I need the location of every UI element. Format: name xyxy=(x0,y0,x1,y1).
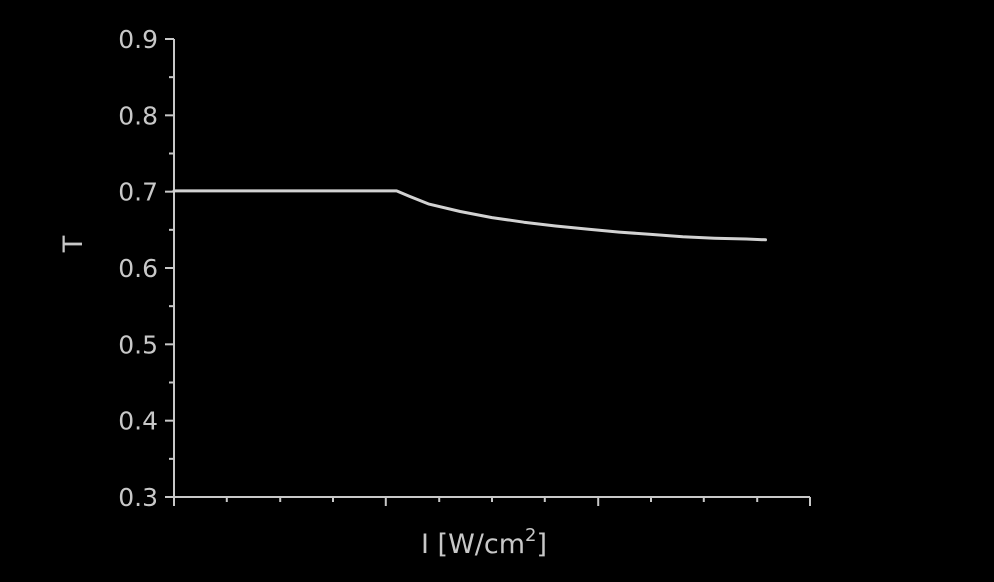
x-axis-title: I [W/cm2] xyxy=(421,525,547,560)
y-tick-label: 0.6 xyxy=(118,254,158,283)
y-tick-label: 0.3 xyxy=(118,483,158,512)
series-line xyxy=(172,189,767,242)
x-axis-ticks xyxy=(173,497,811,506)
y-tick-label: 0.4 xyxy=(118,407,158,436)
x-axis-title-close: ] xyxy=(536,529,547,560)
y-tick-label: 0.5 xyxy=(118,330,158,359)
y-tick-label: 0.8 xyxy=(118,101,158,130)
y-axis-title: T xyxy=(58,235,89,253)
y-tick-label: 0.7 xyxy=(118,178,158,207)
series-group xyxy=(172,189,767,242)
y-tick-label: 0.9 xyxy=(118,25,158,54)
x-axis-title-superscript: 2 xyxy=(525,525,536,546)
y-axis-ticks: 0.3 0.4 0.5 0.6 0.7 0.8 0.9 xyxy=(118,25,174,512)
x-axis-title-main: I [W/cm xyxy=(421,529,525,560)
